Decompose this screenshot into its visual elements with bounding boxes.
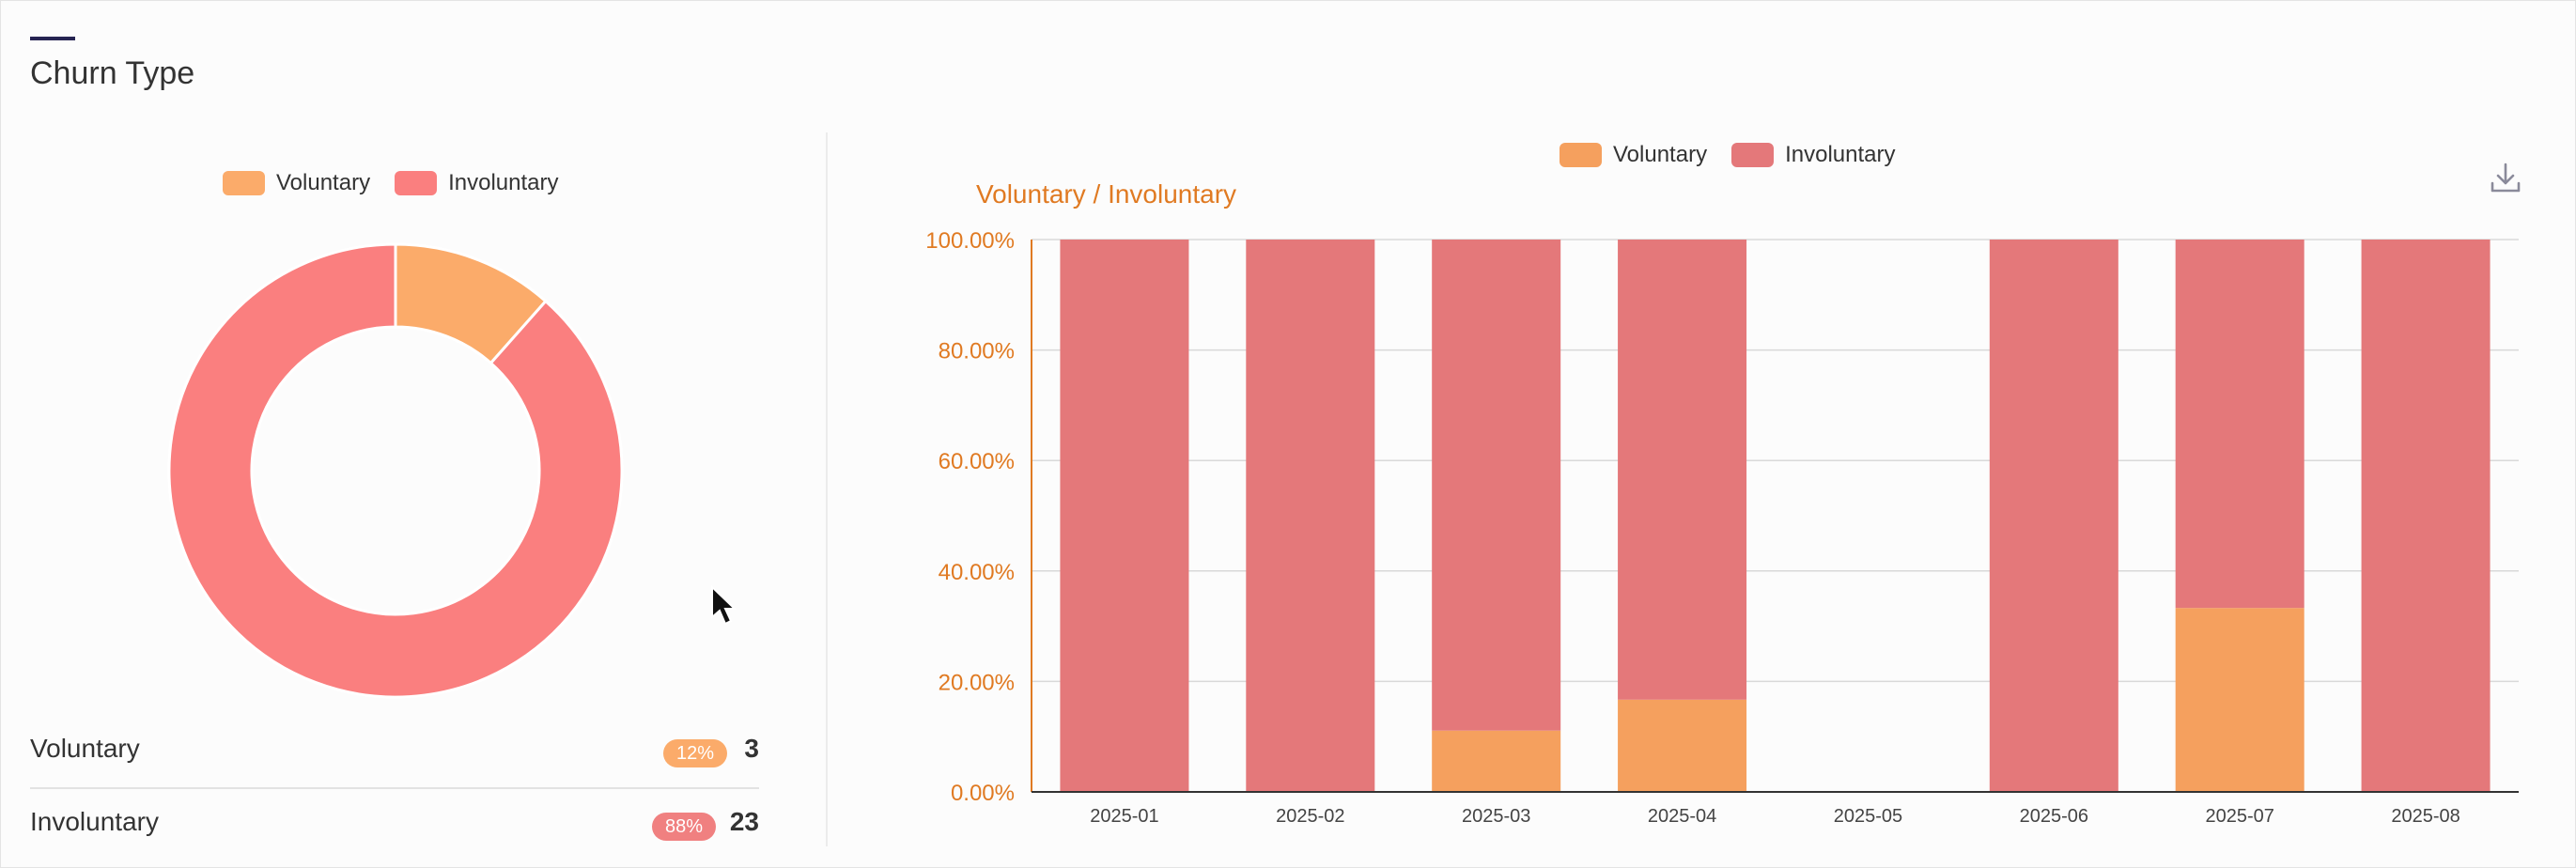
legend-label-voluntary: Voluntary [276, 170, 371, 195]
bar-involuntary-2025-06[interactable] [1989, 240, 2118, 792]
mouse-pointer-icon [711, 585, 737, 626]
y-tick-label: 40.00% [939, 560, 1015, 585]
summary-divider [30, 787, 759, 789]
y-tick-label: 60.00% [939, 449, 1015, 474]
x-tick-label: 2025-02 [1276, 806, 1344, 827]
x-tick-label: 2025-06 [2020, 806, 2088, 827]
donut-slice-involuntary[interactable] [167, 242, 624, 699]
summary-count: 3 [744, 734, 759, 763]
legend-label-involuntary: Involuntary [448, 170, 559, 195]
bar-involuntary-2025-04[interactable] [1618, 240, 1747, 700]
bar-involuntary-2025-03[interactable] [1432, 240, 1561, 731]
summary-row-involuntary: Involuntary 88% 23 [30, 796, 759, 861]
percent-badge: 12% [662, 739, 727, 767]
bar-voluntary-2025-04[interactable] [1618, 699, 1747, 792]
summary-label: Voluntary [30, 734, 140, 763]
legend-label-voluntary: Voluntary [1613, 142, 1708, 167]
summary-count: 23 [729, 807, 759, 836]
bar-legend: Voluntary Involuntary [1560, 142, 1919, 168]
donut-chart [167, 242, 624, 699]
legend-label-involuntary: Involuntary [1785, 142, 1896, 167]
stacked-bar-chart: 0.00% 20.00% 40.00% 60.00% 80.00% 100.00% 2025… [925, 228, 2519, 827]
donut-legend: Voluntary Involuntary [223, 170, 582, 196]
y-tick-label: 20.00% [939, 670, 1015, 695]
y-tick-label: 0.00% [951, 781, 1015, 806]
bar-involuntary-2025-07[interactable] [2175, 240, 2304, 609]
bar-voluntary-2025-07[interactable] [2175, 608, 2304, 792]
y-axis-title: Voluntary / Involuntary [976, 179, 1237, 209]
legend-item-voluntary[interactable]: Voluntary [223, 170, 370, 196]
y-tick-label: 100.00% [925, 228, 1015, 254]
percent-badge: 88% [651, 813, 716, 841]
summary-row-voluntary: Voluntary 12% 3 [30, 722, 759, 788]
bar-voluntary-2025-03[interactable] [1432, 730, 1561, 792]
download-icon[interactable] [2489, 161, 2522, 196]
card-title: Churn Type [30, 55, 195, 91]
legend-swatch-involuntary [1731, 143, 1775, 167]
legend-swatch-voluntary [1560, 143, 1602, 167]
title-accent-bar [30, 37, 75, 40]
bar-involuntary-2025-08[interactable] [2361, 240, 2491, 792]
x-tick-label: 2025-07 [2205, 806, 2273, 827]
x-tick-label: 2025-08 [2391, 806, 2460, 827]
summary-label: Involuntary [30, 807, 159, 836]
legend-swatch-voluntary [223, 171, 265, 195]
panel-divider [826, 132, 828, 846]
x-tick-label: 2025-04 [1648, 806, 1716, 827]
y-tick-label: 80.00% [939, 339, 1015, 364]
bar-involuntary-2025-02[interactable] [1246, 240, 1375, 792]
x-tick-label: 2025-01 [1090, 806, 1158, 827]
legend-item-involuntary[interactable]: Involuntary [395, 170, 558, 196]
legend-item-involuntary[interactable]: Involuntary [1731, 142, 1895, 168]
x-tick-label: 2025-05 [1834, 806, 1902, 827]
x-tick-label: 2025-03 [1462, 806, 1530, 827]
legend-swatch-involuntary [395, 171, 438, 195]
legend-item-voluntary[interactable]: Voluntary [1560, 142, 1707, 168]
bar-involuntary-2025-01[interactable] [1060, 240, 1189, 792]
